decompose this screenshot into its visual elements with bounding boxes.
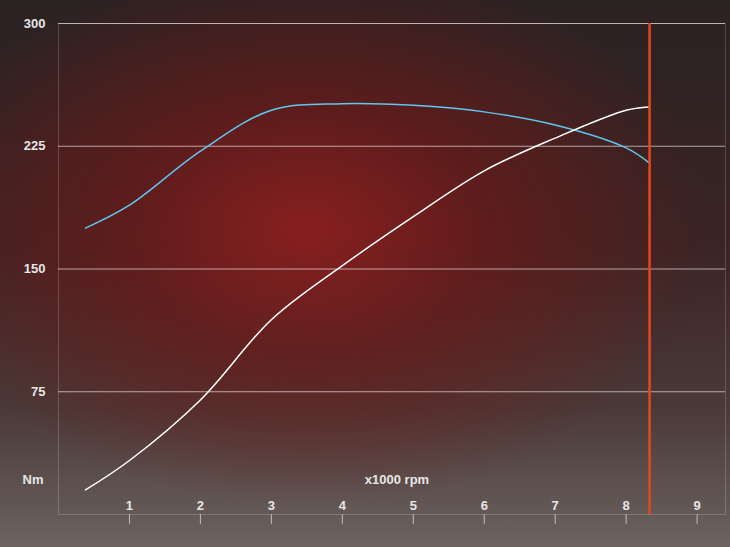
svg-text:7: 7	[552, 498, 559, 513]
svg-text:1: 1	[126, 498, 133, 513]
svg-text:6: 6	[481, 498, 488, 513]
svg-text:150: 150	[24, 261, 46, 276]
svg-text:8: 8	[623, 498, 630, 513]
svg-text:Nm: Nm	[23, 472, 44, 487]
svg-text:9: 9	[693, 498, 700, 513]
svg-text:225: 225	[24, 138, 46, 153]
svg-text:75: 75	[31, 384, 45, 399]
svg-text:x1000 rpm: x1000 rpm	[365, 472, 429, 487]
svg-text:4: 4	[339, 498, 347, 513]
svg-text:5: 5	[410, 498, 417, 513]
svg-text:2: 2	[197, 498, 204, 513]
svg-text:300: 300	[24, 16, 46, 31]
svg-text:3: 3	[268, 498, 275, 513]
